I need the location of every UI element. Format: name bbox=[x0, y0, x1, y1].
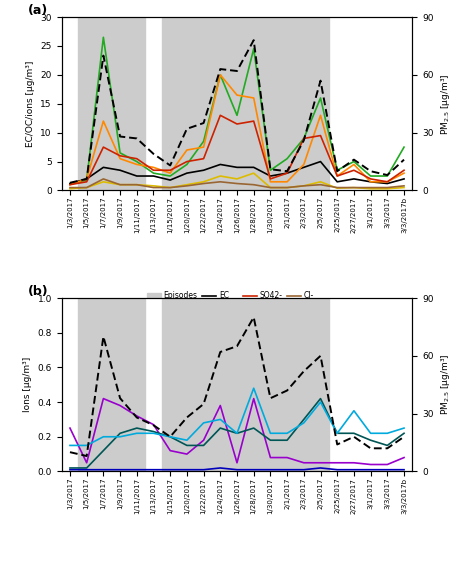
Bar bbox=[162, 298, 228, 471]
Bar bbox=[262, 298, 329, 471]
Bar bbox=[262, 17, 329, 190]
Bar bbox=[78, 298, 145, 471]
Bar bbox=[228, 298, 262, 471]
Text: (b): (b) bbox=[28, 285, 49, 298]
Y-axis label: Ions [μg/m³]: Ions [μg/m³] bbox=[23, 357, 32, 412]
Bar bbox=[78, 17, 145, 190]
Bar bbox=[228, 17, 262, 190]
Y-axis label: PM$_{2.5}$ [μg/m³]: PM$_{2.5}$ [μg/m³] bbox=[439, 73, 452, 135]
Y-axis label: EC/OC/ions [μg/m³]: EC/OC/ions [μg/m³] bbox=[26, 61, 35, 147]
Y-axis label: PM$_{2.5}$ [μg/m³]: PM$_{2.5}$ [μg/m³] bbox=[439, 354, 452, 415]
Legend: Episodes, OC, EC, NO3-, SO42-, NH4+, Cl-, PM2.5: Episodes, OC, EC, NO3-, SO42-, NH4+, Cl-… bbox=[147, 291, 327, 313]
Bar bbox=[162, 17, 228, 190]
Text: (a): (a) bbox=[28, 3, 48, 16]
